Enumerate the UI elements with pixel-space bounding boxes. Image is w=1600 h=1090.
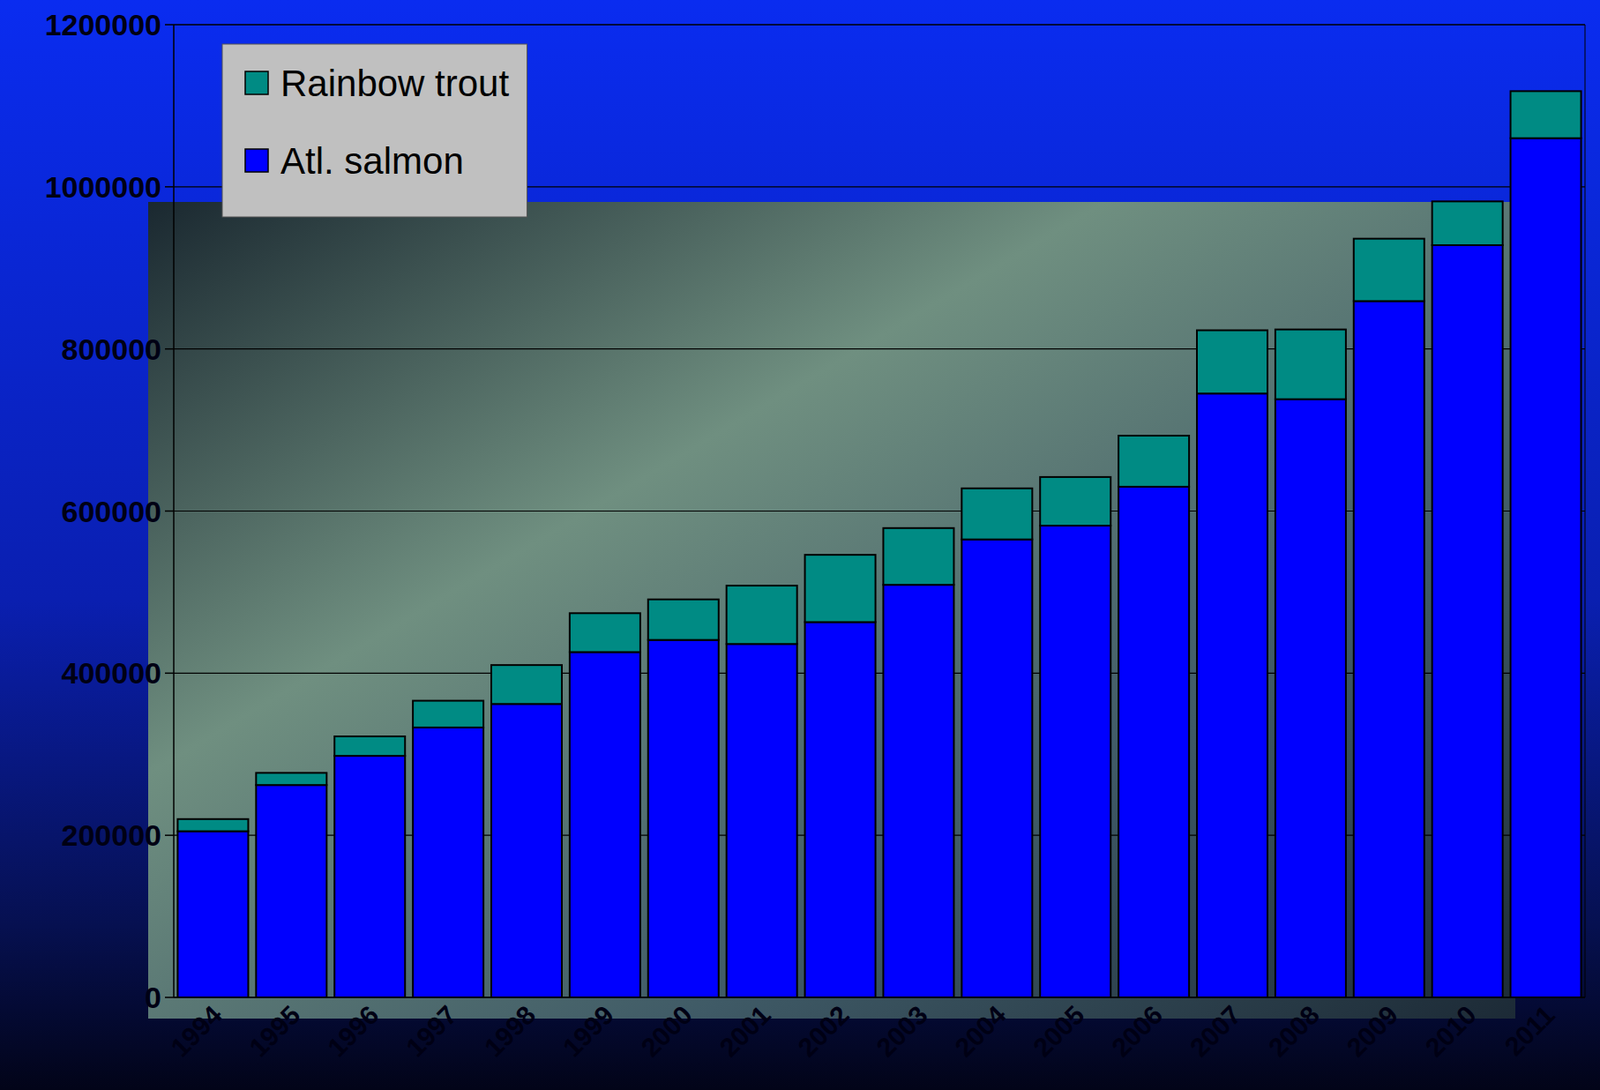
bar-segment bbox=[334, 755, 405, 998]
bar-segment bbox=[1196, 330, 1268, 395]
bar-segment bbox=[1432, 245, 1503, 998]
bar-segment bbox=[726, 643, 798, 998]
x-tick-label: 2003 bbox=[870, 1000, 934, 1063]
bars bbox=[177, 90, 1581, 998]
bar-segment bbox=[961, 488, 1032, 540]
bar-segment bbox=[961, 539, 1032, 998]
y-tick-label: 600000 bbox=[61, 494, 162, 529]
y-tick-label: 400000 bbox=[61, 656, 162, 690]
y-tick-label: 800000 bbox=[61, 332, 162, 367]
bar-segment bbox=[805, 621, 876, 998]
tick bbox=[164, 510, 174, 513]
bar-segment bbox=[726, 585, 798, 644]
x-tick-label: 1997 bbox=[400, 1000, 464, 1063]
frame bbox=[1585, 24, 1586, 998]
x-tick-label: 1995 bbox=[243, 1000, 307, 1063]
tick bbox=[164, 834, 174, 837]
legend-swatch bbox=[245, 71, 269, 95]
tick bbox=[164, 186, 174, 188]
frame bbox=[173, 24, 1586, 26]
x-tick-label: 2000 bbox=[635, 1000, 698, 1063]
bar-segment bbox=[1039, 525, 1111, 998]
bar-segment bbox=[1510, 138, 1582, 998]
bar-segment bbox=[648, 640, 719, 998]
bar-segment bbox=[882, 528, 954, 585]
tick bbox=[164, 348, 174, 351]
bar-segment bbox=[177, 831, 248, 998]
bar-segment bbox=[491, 665, 562, 704]
legend bbox=[222, 44, 527, 217]
legend-label: Rainbow trout bbox=[280, 62, 509, 105]
x-tick-label: 1999 bbox=[557, 1000, 621, 1063]
legend-label: Atl. salmon bbox=[280, 140, 464, 182]
photo-backdrop bbox=[148, 201, 1516, 1019]
tick bbox=[164, 672, 174, 675]
tick bbox=[164, 996, 174, 999]
x-tick-label: 1998 bbox=[478, 1000, 542, 1063]
bar-segment bbox=[412, 727, 484, 998]
x-tick-label: 2010 bbox=[1419, 1000, 1482, 1063]
x-tick-label: 2004 bbox=[949, 1000, 1012, 1063]
y-tick-label: 1200000 bbox=[44, 7, 162, 42]
x-tick-label: 2009 bbox=[1340, 1000, 1404, 1063]
bar-segment bbox=[1039, 477, 1111, 526]
bar-segment bbox=[1118, 435, 1189, 487]
bar-segment bbox=[491, 703, 562, 998]
grid-line bbox=[173, 23, 1586, 25]
y-axis bbox=[172, 24, 175, 998]
bar-segment bbox=[1118, 486, 1189, 998]
bar-segment bbox=[1510, 90, 1582, 138]
x-tick-label: 2011 bbox=[1498, 1000, 1560, 1062]
bar-segment bbox=[334, 736, 405, 756]
x-tick-label: 2008 bbox=[1263, 1000, 1326, 1063]
bar-segment bbox=[1353, 300, 1425, 998]
x-tick-label: 2001 bbox=[713, 1000, 777, 1063]
bar-segment bbox=[648, 599, 719, 641]
bar-segment bbox=[882, 584, 954, 998]
bar-segment bbox=[569, 651, 641, 998]
y-tick-label: 0 bbox=[144, 980, 162, 1015]
x-tick-label: 2005 bbox=[1027, 1000, 1091, 1063]
bar-segment bbox=[255, 772, 327, 786]
bar-segment bbox=[1275, 329, 1346, 400]
x-tick-label: 1996 bbox=[321, 1000, 385, 1063]
y-tick-label: 1000000 bbox=[44, 170, 162, 204]
x-tick-label: 1994 bbox=[164, 1000, 228, 1063]
y-tick-label: 200000 bbox=[61, 818, 162, 853]
bar-segment bbox=[1353, 239, 1425, 302]
bar-segment bbox=[1196, 393, 1268, 998]
x-tick-label: 2002 bbox=[792, 1000, 855, 1063]
legend-swatch bbox=[245, 149, 269, 172]
bar-segment bbox=[805, 554, 876, 622]
bar-segment bbox=[1275, 399, 1346, 998]
bar-segment bbox=[1432, 201, 1503, 246]
bar-segment bbox=[569, 613, 641, 652]
bar-segment bbox=[177, 819, 248, 832]
tick bbox=[164, 23, 174, 26]
x-tick-label: 2006 bbox=[1106, 1000, 1169, 1063]
bar-segment bbox=[412, 701, 484, 728]
x-tick-label: 2007 bbox=[1184, 1000, 1248, 1063]
bar-segment bbox=[255, 785, 327, 998]
